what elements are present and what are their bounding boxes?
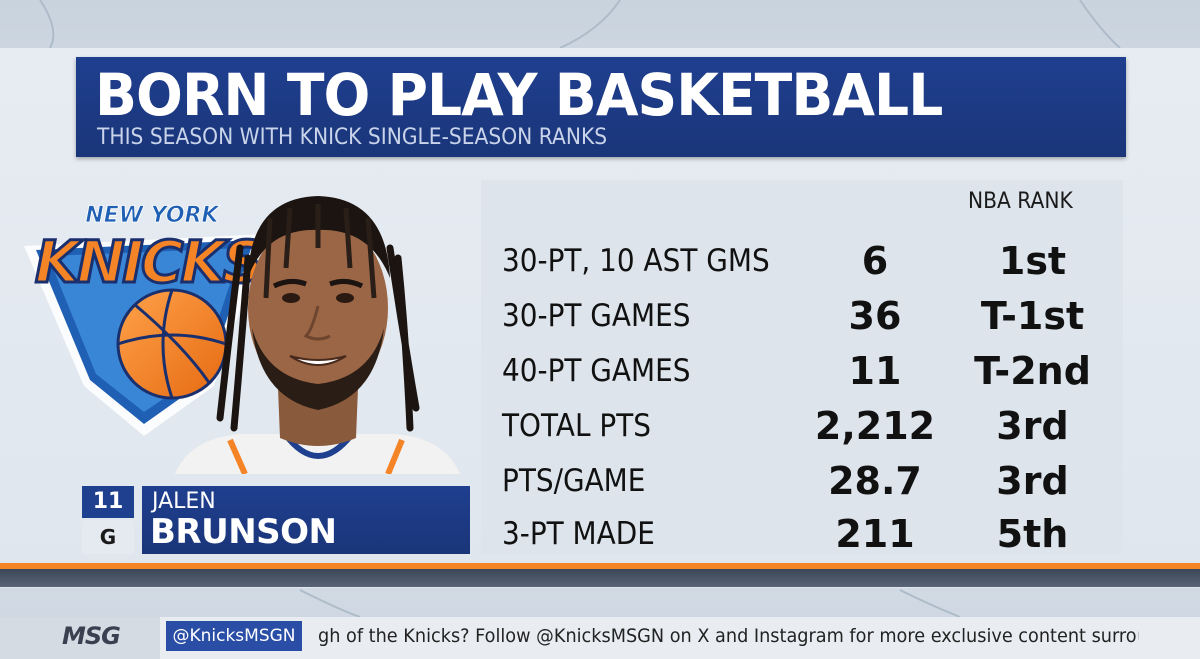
logo-text-new-york: NEW YORK [85,203,220,228]
social-handle: @KnicksMSGN [172,626,296,646]
stat-rank: T-2nd [974,349,1091,393]
player-photo [175,196,460,474]
name-plate [142,486,470,554]
stats-table [481,180,1123,554]
stat-rank: 3rd [996,459,1069,503]
jersey-number: 11 [92,489,124,514]
stat-rank: 1st [998,239,1067,283]
stat-row: 30-PT GAMES 36 T-1st [0,288,1200,342]
player-position: G [99,525,117,549]
stat-row: TOTAL PTS 2,212 3rd [0,398,1200,452]
stat-label: 3-PT MADE [502,516,655,552]
stat-row: PTS/GAME 28.7 3rd [0,453,1200,507]
dark-divider [0,569,1200,587]
stat-row: 3-PT MADE 211 5th [0,506,1200,560]
page-subtitle: THIS SEASON WITH KNICK SINGLE-SEASON RAN… [97,125,608,150]
stat-value: 28.7 [828,459,922,503]
stat-label: PTS/GAME [502,463,646,499]
stat-value: 2,212 [814,404,936,448]
jersey-number-box [82,486,134,518]
stat-row: 30-PT, 10 AST GMS 6 1st [0,233,1200,287]
stat-value: 11 [848,349,902,393]
orange-divider [0,563,1200,569]
stat-row: 40-PT GAMES 11 T-2nd [0,343,1200,397]
stat-label: 40-PT GAMES [502,353,691,389]
position-box [82,520,134,554]
player-first-name: JALEN [152,489,216,514]
stat-label: 30-PT GAMES [502,298,691,334]
stat-rank: T-1st [980,294,1085,338]
player-last-name: BRUNSON [150,512,337,552]
stat-label: 30-PT, 10 AST GMS [502,243,770,279]
ticker-logo-area [0,617,160,659]
stat-value: 211 [835,512,915,556]
title-banner [76,57,1126,157]
stat-label: TOTAL PTS [502,408,651,444]
stat-rank: 3rd [996,404,1069,448]
msg-network-logo: MSG [62,622,121,650]
ticker-text: gh of the Knicks? Follow @KnicksMSGN on … [318,625,1138,647]
page-title: BORN TO PLAY BASKETBALL [95,61,943,129]
stat-rank: 5th [996,512,1069,556]
handle-badge [166,621,302,651]
stat-value: 6 [861,239,889,283]
nba-rank-header: NBA RANK [968,189,1073,214]
stat-value: 36 [848,294,902,338]
logo-text-knicks: KNICKS [35,228,262,296]
knicks-logo-icon: NEW YORK KNICKS [24,203,266,436]
